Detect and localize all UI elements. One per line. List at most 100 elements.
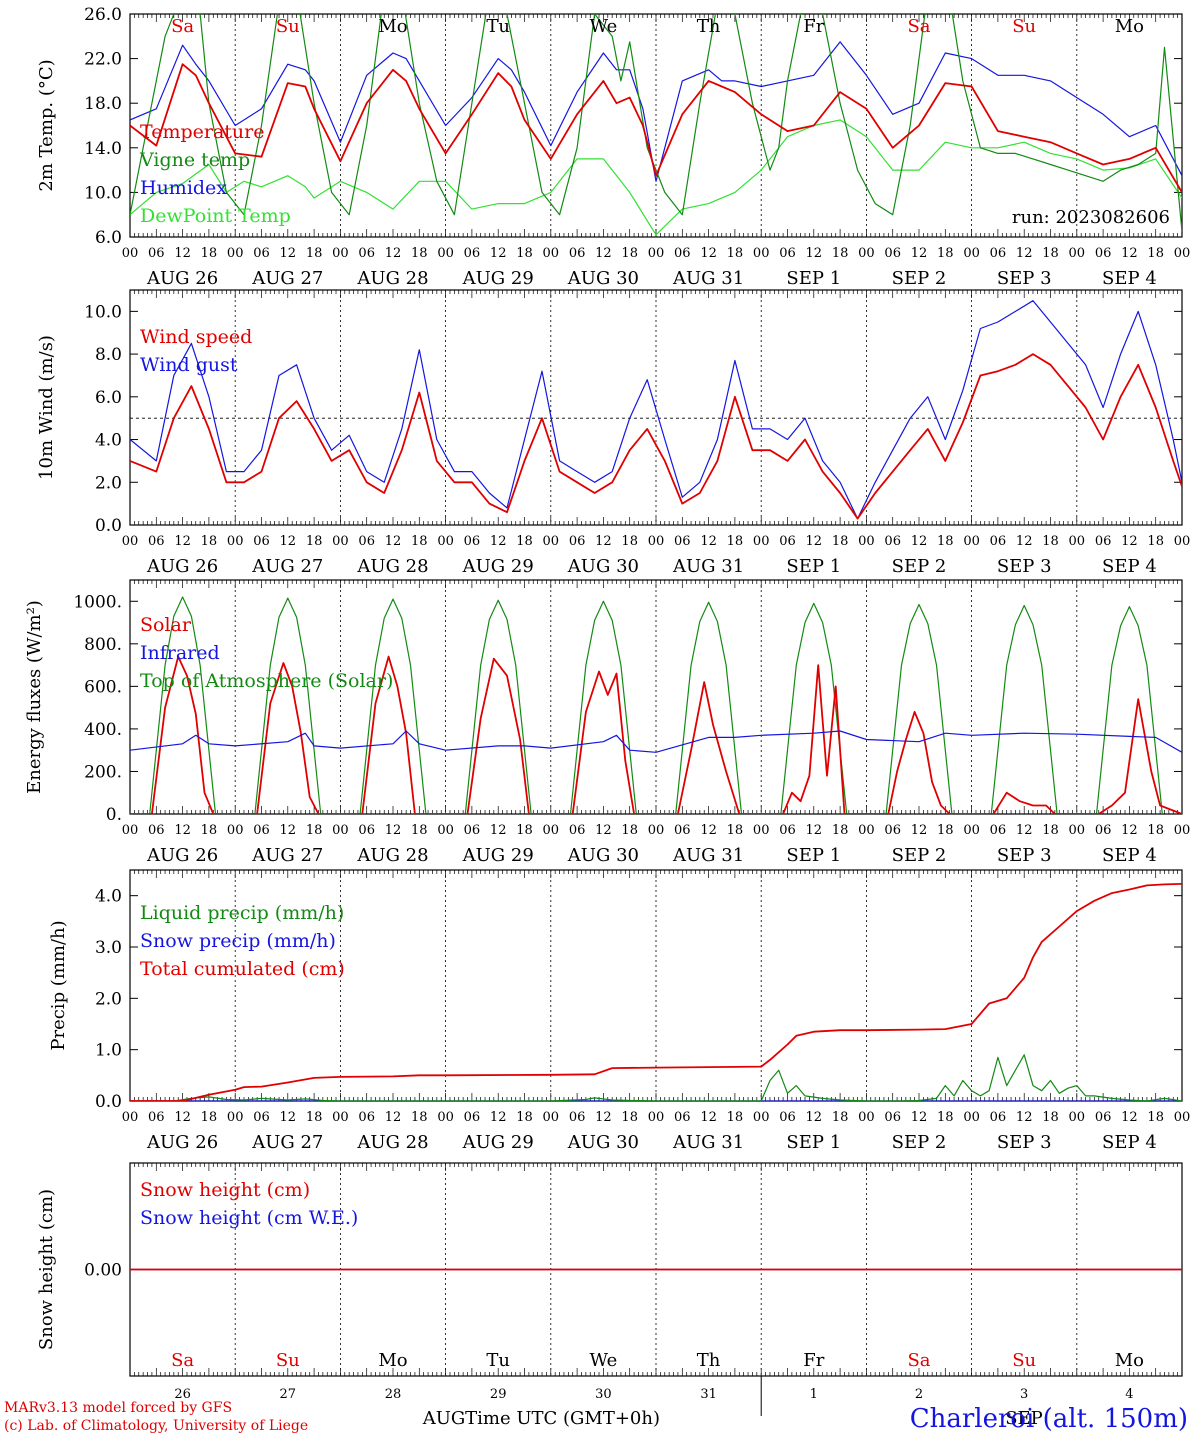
hour-tick-label: 06	[884, 823, 901, 838]
day-label: SEP 1	[786, 845, 841, 866]
hour-tick-label: 06	[464, 1110, 481, 1125]
hour-tick-label: 18	[1147, 534, 1164, 549]
hour-tick-label: 18	[516, 1110, 533, 1125]
hour-tick-label: 18	[1042, 246, 1059, 261]
hour-tick-label: 06	[148, 823, 165, 838]
hour-tick-label: 18	[411, 246, 428, 261]
hour-tick-label: 06	[990, 534, 1007, 549]
hour-tick-label: 00	[437, 534, 454, 549]
day-number: 2	[915, 1387, 923, 1402]
y-tick-label: 1000.	[73, 592, 122, 612]
hour-tick-label: 06	[464, 823, 481, 838]
hour-tick-label: 00	[227, 1110, 244, 1125]
series-top-of-atmosphere-solar	[149, 596, 1163, 814]
hour-tick-label: 18	[306, 1110, 323, 1125]
day-label: AUG 27	[251, 1132, 323, 1153]
hour-tick-label: 06	[358, 534, 375, 549]
weekday-label: Th	[697, 1350, 721, 1371]
day-label: SEP 4	[1102, 556, 1157, 577]
weekday-label: Mo	[1115, 16, 1144, 37]
hour-tick-label: 06	[884, 1110, 901, 1125]
y-tick-label: 14.0	[84, 139, 122, 159]
weekday-label: Fr	[803, 1350, 824, 1371]
hour-tick-label: 12	[385, 246, 402, 261]
day-label: SEP 2	[892, 556, 947, 577]
hour-tick-label: 18	[411, 1110, 428, 1125]
hour-tick-label: 12	[280, 823, 297, 838]
hour-tick-label: 18	[937, 246, 954, 261]
hour-tick-label: 12	[911, 534, 928, 549]
weekday-label: Su	[1012, 1350, 1036, 1371]
day-label: AUG 26	[146, 268, 218, 289]
hour-tick-label: 00	[753, 246, 770, 261]
hour-tick-label: 06	[358, 1110, 375, 1125]
day-label: AUG 30	[567, 556, 639, 577]
month-label-aug: AUG	[422, 1408, 466, 1429]
weekday-label: We	[590, 16, 618, 37]
hour-tick-label: 06	[464, 534, 481, 549]
hour-tick-label: 12	[911, 246, 928, 261]
y-tick-label: 18.0	[84, 94, 122, 114]
hour-tick-label: 18	[1042, 534, 1059, 549]
weekday-label: Mo	[378, 1350, 407, 1371]
day-label: SEP 4	[1102, 1132, 1157, 1153]
hour-tick-label: 00	[858, 534, 875, 549]
hour-tick-label: 18	[621, 1110, 638, 1125]
day-label: SEP 4	[1102, 268, 1157, 289]
hour-tick-label: 12	[806, 1110, 823, 1125]
panel-1: 26.0 22.0 18.0 14.0 10.0 6.0 2m Temp. (°C) Temp…	[36, 5, 1191, 289]
legend-entry: Wind speed	[140, 326, 252, 348]
hour-tick-label: 12	[1121, 823, 1138, 838]
hour-tick-label: 00	[753, 534, 770, 549]
hour-tick-label: 18	[516, 534, 533, 549]
day-label: SEP 2	[892, 845, 947, 866]
y-axis-label: 10m Wind (m/s)	[36, 335, 57, 480]
day-label: AUG 28	[356, 845, 428, 866]
y-tick-label: 0.	[106, 805, 122, 825]
hour-tick-label: 12	[385, 1110, 402, 1125]
y-tick-label: 4.0	[95, 431, 122, 451]
y-tick-label: 0.0	[95, 516, 122, 536]
hour-tick-label: 00	[332, 823, 349, 838]
legend-entry: Snow height (cm W.E.)	[140, 1207, 358, 1229]
hour-tick-label: 06	[253, 246, 270, 261]
hour-tick-label: 00	[1174, 1110, 1191, 1125]
hour-tick-label: 18	[411, 823, 428, 838]
legend-entry: Liquid precip (mm/h)	[140, 902, 344, 924]
hour-tick-label: 18	[306, 823, 323, 838]
hour-tick-label: 18	[411, 534, 428, 549]
model-credit: MARv3.13 model forced by GFS	[4, 1400, 233, 1416]
day-label: AUG 29	[462, 268, 534, 289]
lab-credit: (c) Lab. of Climatology, University of L…	[4, 1418, 309, 1434]
series-total-cumulated-cm	[130, 883, 1182, 1101]
day-label: AUG 29	[462, 1132, 534, 1153]
y-axis-label: 2m Temp. (°C)	[36, 59, 57, 191]
weekday-label: Su	[276, 16, 300, 37]
hour-tick-label: 06	[569, 534, 586, 549]
run-label: run: 2023082606	[1012, 207, 1170, 228]
hour-tick-label: 18	[727, 246, 744, 261]
hour-tick-label: 00	[543, 1110, 560, 1125]
hour-tick-label: 12	[280, 1110, 297, 1125]
hour-tick-label: 18	[621, 534, 638, 549]
y-tick-label: 10.0	[84, 302, 122, 322]
hour-tick-label: 12	[1016, 534, 1033, 549]
hour-tick-label: 06	[148, 1110, 165, 1125]
weekday-label: We	[590, 1350, 618, 1371]
hour-tick-label: 00	[648, 823, 665, 838]
hour-tick-label: 18	[832, 1110, 849, 1125]
hour-tick-label: 00	[1174, 246, 1191, 261]
hour-tick-label: 00	[543, 246, 560, 261]
hour-tick-label: 12	[700, 823, 717, 838]
weekday-label: Tu	[486, 16, 510, 37]
hour-tick-label: 00	[1174, 534, 1191, 549]
day-label: SEP 3	[997, 845, 1052, 866]
y-tick-label: 2.0	[95, 473, 122, 493]
hour-tick-label: 18	[937, 534, 954, 549]
hour-tick-label: 06	[1095, 1110, 1112, 1125]
hour-tick-label: 12	[911, 1110, 928, 1125]
hour-tick-label: 00	[648, 1110, 665, 1125]
hour-tick-label: 12	[595, 1110, 612, 1125]
hour-tick-label: 00	[858, 246, 875, 261]
